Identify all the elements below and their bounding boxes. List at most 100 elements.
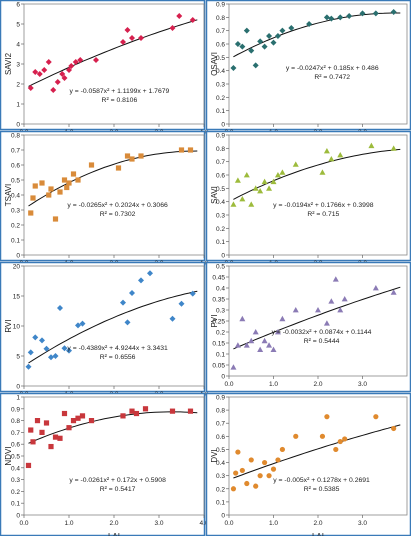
trend-line [28, 150, 198, 207]
y-tick-label: 0.25 [212, 319, 225, 326]
data-point [279, 169, 286, 175]
data-point [57, 435, 63, 441]
data-point [342, 436, 348, 442]
y-tick-label: 0.8 [216, 15, 225, 22]
data-point [257, 38, 264, 45]
chart-panel-ndvi: 0 0.1 0.2 0.3 0.4 0.5 0.6 0.7 0.8 0.9 1 0.0 1.0 2.0 3.… [0, 392, 209, 536]
data-point [332, 276, 339, 282]
y-axis-label: OSAVI [210, 52, 219, 76]
data-point [261, 43, 268, 50]
x-tick-label: 1.0 [269, 381, 278, 388]
data-point [120, 39, 126, 45]
data-point [248, 457, 254, 463]
x-tick-label: 2.0 [313, 381, 322, 388]
data-point [129, 290, 135, 296]
x-tick-label: 3.0 [358, 520, 367, 527]
data-point [248, 337, 255, 344]
data-point [169, 25, 176, 31]
data-point [28, 427, 34, 433]
data-point [147, 270, 153, 277]
r-squared-label: R² = 0.8106 [102, 97, 138, 104]
y-tick-label: 0.4 [216, 286, 225, 293]
data-point [39, 429, 45, 435]
y-tick-label: 0.8 [11, 418, 20, 425]
data-point [77, 57, 84, 63]
y-tick-label: 0.6 [216, 173, 225, 180]
data-point [34, 418, 41, 424]
data-point [72, 59, 79, 65]
data-point [373, 414, 379, 420]
chart-panel-savi2: 01234560.01.02.03.04.0SAVI2y = -0.0587x²… [0, 0, 209, 136]
data-point [32, 334, 39, 341]
data-point [52, 216, 59, 222]
panel-frame [0, 0, 206, 131]
data-point [253, 483, 259, 489]
regression-equation: y = -0.0194x² + 0.1766x + 0.3998 [273, 202, 374, 209]
data-point [234, 342, 241, 348]
data-point [68, 63, 75, 69]
y-tick-label: 0.4 [216, 199, 225, 206]
data-point [261, 337, 268, 344]
data-point [328, 298, 335, 304]
regression-equation: y = -0.0265x² + 0.2024x + 0.3066 [67, 202, 168, 209]
data-point [274, 172, 281, 178]
y-axis-label: SAVI2 [4, 52, 13, 75]
x-tick-label: 0.0 [19, 520, 28, 527]
y-tick-label: 6 [16, 2, 20, 9]
data-point [239, 467, 245, 474]
y-tick-label: 0.6 [11, 442, 20, 449]
data-point [59, 71, 66, 77]
data-point [43, 420, 50, 426]
y-tick-label: 0.5 [216, 186, 225, 193]
y-tick-label: 0.8 [216, 408, 225, 415]
data-point [178, 300, 185, 307]
y-axis-label: SAVI [210, 186, 219, 204]
data-point [323, 14, 330, 21]
data-point [324, 414, 330, 420]
data-point [262, 459, 268, 466]
data-point [189, 17, 196, 23]
x-tick-label: 0.0 [224, 520, 233, 527]
data-point [266, 473, 272, 479]
r-squared-label: R² = 0.7472 [314, 74, 350, 81]
panel-frame [205, 130, 411, 262]
y-tick-label: 0.5 [11, 454, 20, 461]
data-point [138, 153, 144, 159]
data-point [248, 47, 255, 54]
data-point [48, 186, 54, 192]
y-tick-label: 0.1 [216, 499, 225, 506]
data-point [138, 277, 144, 284]
data-point [239, 196, 246, 202]
data-point [243, 27, 250, 34]
data-point [39, 180, 45, 186]
chart-panel-dvi: 0 0.1 0.2 0.3 0.4 0.5 0.6 0.7 0.8 0.9 0.0 1.0 2.0 3.0… [205, 392, 411, 536]
x-tick-label: 3.0 [154, 520, 163, 527]
r-squared-label: R² = 0.6556 [100, 354, 136, 361]
y-tick-label: 0.3 [11, 477, 20, 484]
trend-line [233, 424, 401, 479]
data-point [70, 171, 77, 177]
y-tick-label: 0.3 [11, 208, 20, 215]
y-tick-label: 0.7 [11, 430, 20, 437]
data-point [79, 320, 86, 327]
data-point [25, 363, 32, 370]
data-point [48, 443, 54, 450]
regression-equation: y = -0.005x² + 0.1278x + 0.2691 [273, 477, 370, 484]
data-point [288, 25, 295, 31]
data-point [368, 142, 375, 149]
regression-equation: y = -0.0032x² + 0.0874x + 0.1144 [272, 329, 372, 336]
data-point [252, 185, 259, 191]
data-point [391, 425, 397, 432]
data-point [30, 439, 36, 445]
y-tick-label: 0.5 [216, 264, 225, 271]
data-point [292, 161, 299, 167]
data-point [93, 57, 99, 63]
y-tick-label: 0.1 [216, 352, 225, 359]
y-tick-label: 0.8 [216, 146, 225, 153]
y-tick-label: 0.5 [216, 55, 225, 62]
data-point [61, 75, 68, 81]
data-point [66, 347, 72, 354]
data-point [115, 165, 122, 171]
y-tick-label: 0.4 [11, 465, 20, 472]
y-tick-label: 0.2 [216, 95, 225, 102]
